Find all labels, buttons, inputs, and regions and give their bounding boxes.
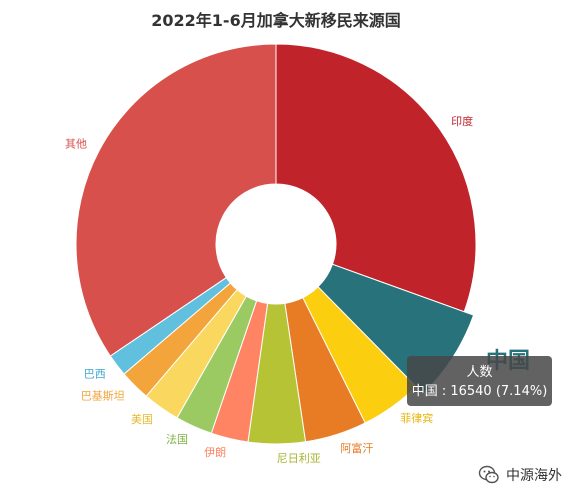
slice-label-9: 巴西 (84, 368, 106, 381)
slice-label-10: 其他 (65, 138, 87, 151)
slice-label-7: 美国 (131, 413, 153, 426)
slice-label-8: 巴基斯坦 (81, 388, 125, 402)
slice-0[interactable] (275, 43, 477, 313)
chart-title: 2022年1-6月加拿大新移民来源国 (151, 11, 400, 30)
slice-label-4: 尼日利亚 (277, 452, 321, 465)
slice-label-6: 法国 (166, 432, 188, 446)
watermark: 中源海外 (478, 462, 562, 488)
slice-label-2: 菲律宾 (400, 411, 433, 425)
watermark-text: 中源海外 (506, 468, 562, 484)
wechat-icon (478, 465, 499, 484)
tooltip-series-name: 人数 (466, 365, 493, 380)
slice-label-5: 伊朗 (204, 446, 226, 459)
chart-tooltip: 人数 中国 : 16540 (7.14%) (407, 356, 552, 406)
slice-label-3: 阿富汗 (340, 441, 373, 455)
tooltip-value-line: 中国 : 16540 (7.14%) (407, 382, 552, 401)
slice-10[interactable] (75, 43, 277, 357)
slices-group (75, 43, 477, 445)
slice-label-0: 印度 (451, 114, 473, 128)
tooltip-value-text: 中国 : 16540 (7.14%) (411, 384, 548, 399)
